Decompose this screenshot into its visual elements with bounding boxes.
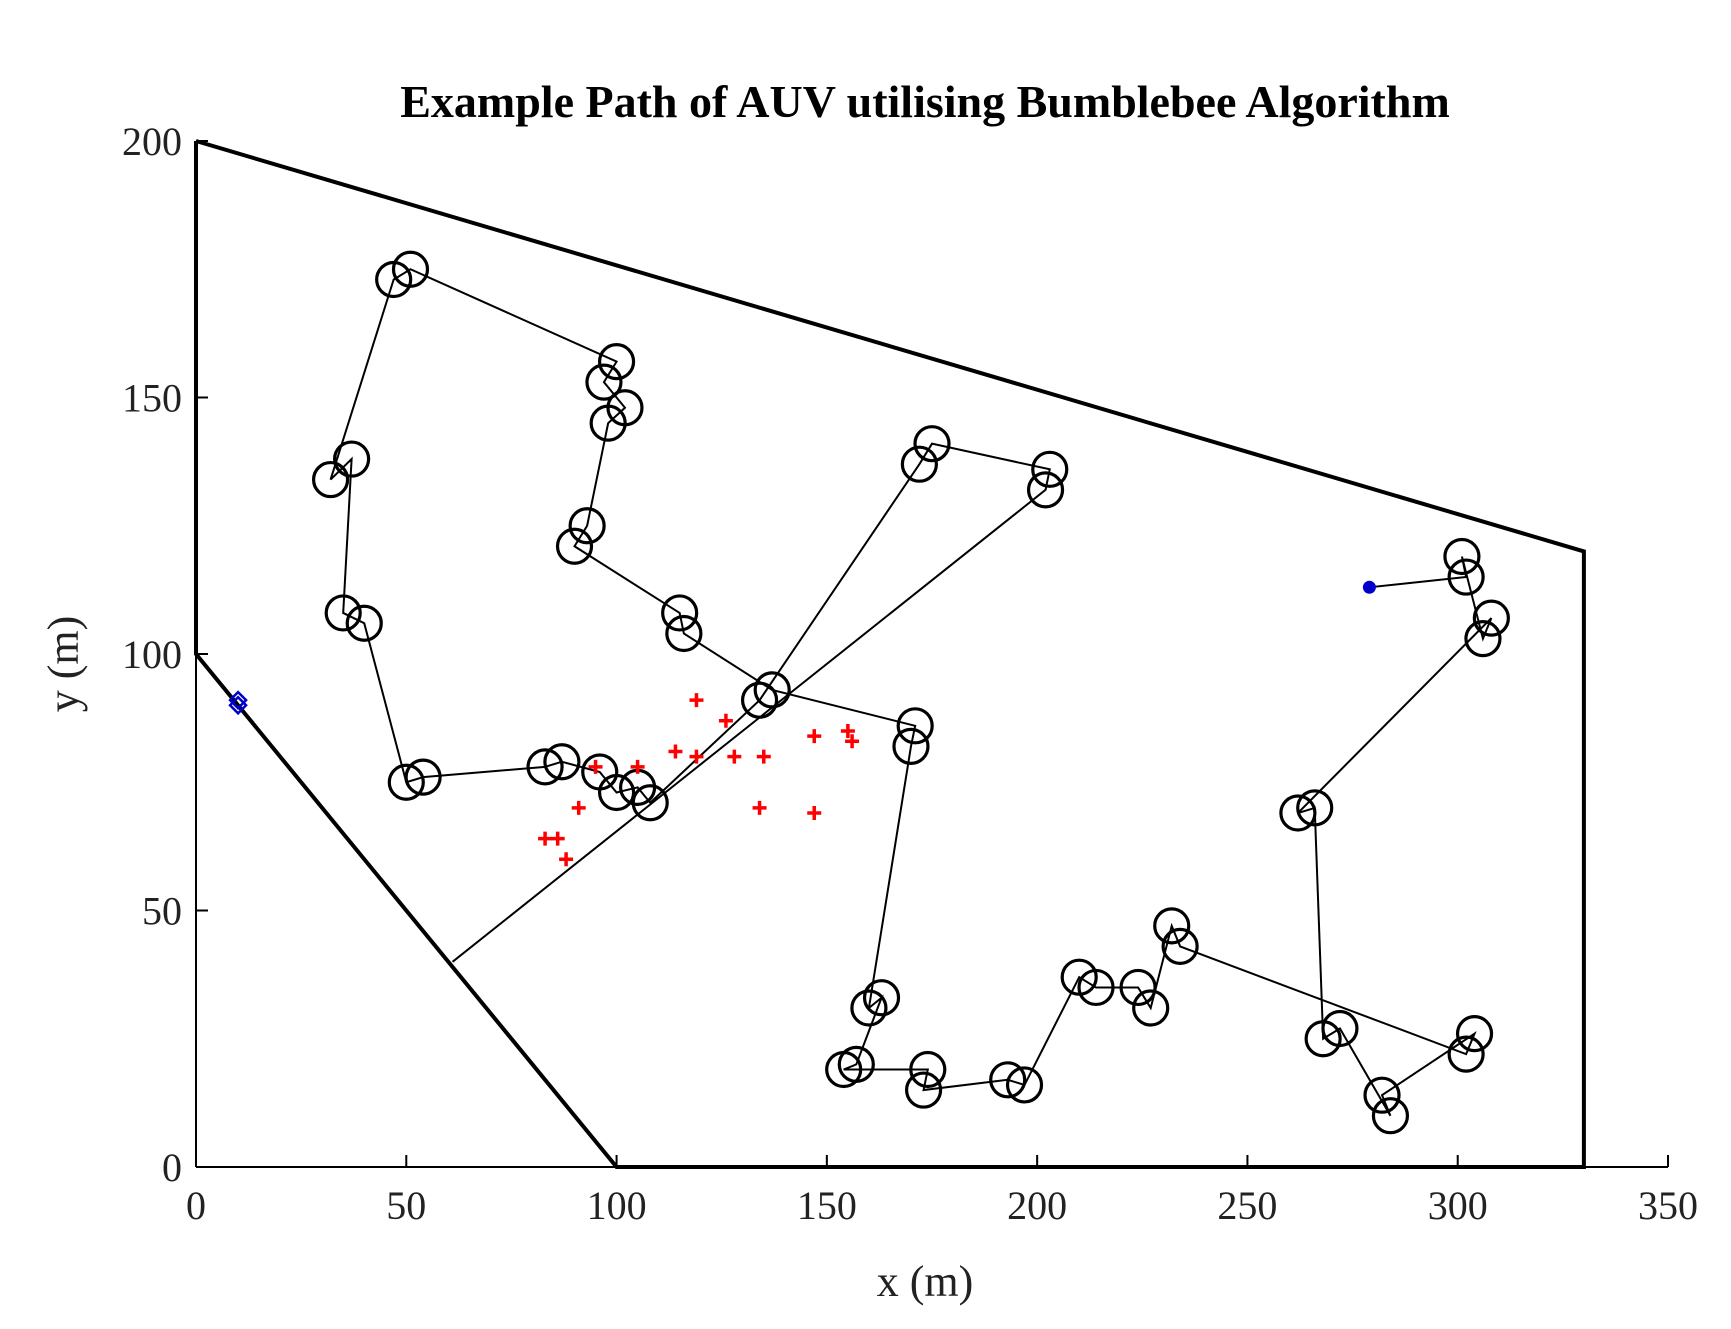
y-tick-label: 0 xyxy=(162,1145,182,1190)
path-layer xyxy=(329,268,1493,1117)
x-tick-label: 50 xyxy=(386,1183,426,1228)
x-tick-label: 150 xyxy=(797,1183,857,1228)
waypoint-circle xyxy=(345,604,383,642)
waypoint-circle xyxy=(404,758,442,796)
waypoint-circle xyxy=(1447,558,1485,596)
waypoint-circle xyxy=(543,743,581,781)
waypoint-circle xyxy=(555,527,594,565)
waypoint-circle xyxy=(661,594,699,632)
waypoint-circle xyxy=(1443,537,1481,576)
waypoint-circle xyxy=(753,671,791,709)
red-plus-point xyxy=(630,759,645,774)
waypoint-circle xyxy=(568,507,606,545)
waypoint-circle xyxy=(597,342,636,381)
y-tick-label: 200 xyxy=(122,119,182,164)
waypoint-circle xyxy=(581,753,619,791)
waypoint-circle xyxy=(989,1061,1027,1099)
axes: 0 50 100 150 200 250 300 350 0 50 100 150 200 xyxy=(122,119,1698,1228)
waypoint-circle xyxy=(387,763,425,801)
waypoint-circle xyxy=(909,1050,947,1089)
waypoint-circle xyxy=(333,440,371,478)
red-plus-point xyxy=(571,800,586,815)
waypoint-circle xyxy=(1472,599,1510,637)
waypoint-circle xyxy=(904,1071,943,1109)
x-tick-label: 0 xyxy=(186,1183,206,1228)
waypoint-circle xyxy=(1132,989,1170,1027)
red-plus-point xyxy=(807,806,822,821)
waypoint-circle xyxy=(1119,968,1157,1007)
waypoint-circle xyxy=(896,707,934,745)
red-plus-point xyxy=(756,749,771,764)
red-plus-point xyxy=(727,749,742,764)
waypoint-circle xyxy=(589,404,627,442)
red-plus-point xyxy=(840,723,855,738)
y-tick-label: 100 xyxy=(122,632,182,677)
x-tick-label: 250 xyxy=(1217,1183,1277,1228)
waypoint-circle xyxy=(1455,1015,1494,1053)
red-plus-point xyxy=(550,831,565,846)
red-plus-point xyxy=(807,729,822,744)
waypoint-circle xyxy=(862,979,901,1017)
waypoint-circle xyxy=(1296,789,1334,827)
circle-markers xyxy=(311,250,1510,1135)
red-plus-point xyxy=(845,734,860,749)
waypoint-circle xyxy=(1279,794,1317,832)
waypoint-circle xyxy=(1447,1035,1485,1073)
y-tick-label: 150 xyxy=(122,376,182,421)
waypoint-circle xyxy=(324,594,362,632)
waypoint-circle xyxy=(1464,620,1502,658)
red-plus-point xyxy=(689,749,704,764)
red-plus-point xyxy=(752,800,767,815)
waypoint-circle xyxy=(665,614,703,653)
waypoint-circle xyxy=(1005,1066,1044,1104)
blue-diamond-point xyxy=(228,695,248,716)
waypoint-circle xyxy=(1026,471,1065,509)
waypoint-circle xyxy=(825,1050,863,1089)
blue-points xyxy=(228,580,1376,716)
x-tick-label: 350 xyxy=(1638,1183,1698,1228)
red-plus-point xyxy=(689,693,704,708)
x-tick-label: 100 xyxy=(587,1183,647,1228)
y-axis-label: y (m) xyxy=(39,616,88,713)
blue-point xyxy=(1362,580,1376,594)
waypoint-circle xyxy=(892,727,930,765)
waypoint-circle xyxy=(900,445,938,483)
red-plus-point xyxy=(538,831,553,846)
x-tick-label: 200 xyxy=(1007,1183,1067,1228)
waypoint-circle xyxy=(391,250,430,288)
red-plus-point xyxy=(668,744,683,759)
waypoint-circle xyxy=(1371,1097,1410,1135)
auv-path-line xyxy=(329,268,1493,1117)
red-plus-point xyxy=(718,713,733,728)
waypoint-circle xyxy=(311,460,350,499)
chart-title: Example Path of AUV utilising Bumblebee … xyxy=(400,76,1450,127)
waypoint-circle xyxy=(1161,927,1199,966)
waypoint-circle xyxy=(526,748,564,786)
red-plus-point xyxy=(559,852,574,867)
waypoint-circle xyxy=(1153,907,1191,945)
waypoint-circle xyxy=(585,363,623,401)
red-plus-point xyxy=(588,759,603,774)
x-tick-label: 300 xyxy=(1428,1183,1488,1228)
y-tick-label: 50 xyxy=(142,889,182,934)
x-axis-label: x (m) xyxy=(877,1257,974,1306)
waypoint-circle xyxy=(850,989,888,1027)
waypoint-circle xyxy=(913,425,951,463)
waypoint-circle xyxy=(1031,450,1069,488)
waypoint-circle xyxy=(740,681,779,719)
waypoint-circle xyxy=(1077,968,1115,1007)
red-points xyxy=(538,693,860,867)
waypoint-circle xyxy=(1304,1020,1342,1058)
blue-diamond-point xyxy=(228,690,248,710)
waypoint-circle xyxy=(1363,1076,1401,1114)
